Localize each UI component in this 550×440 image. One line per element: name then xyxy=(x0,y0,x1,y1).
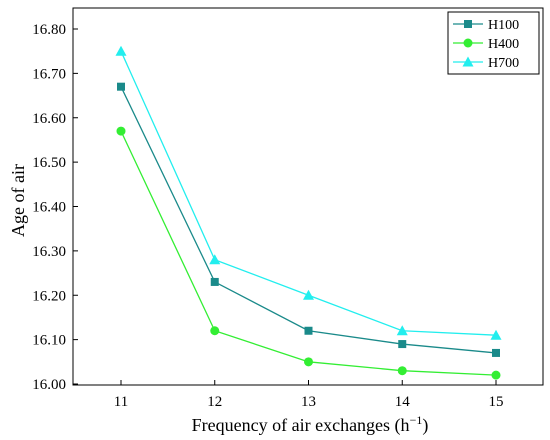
data-point-h100 xyxy=(117,82,125,91)
data-point-h400 xyxy=(491,370,501,380)
data-point-h700 xyxy=(396,325,408,336)
y-tick-label: 16.50 xyxy=(32,155,66,171)
y-axis-title: Age of air xyxy=(8,164,28,237)
data-point-h100 xyxy=(304,326,313,335)
x-axis-title-superscript: −1 xyxy=(410,413,423,427)
data-point-h700 xyxy=(115,45,127,56)
series-line-h400 xyxy=(120,130,497,376)
x-tick-label: 13 xyxy=(301,394,316,410)
data-point-h100 xyxy=(210,277,219,286)
data-point-h700 xyxy=(209,254,221,265)
data-point-h100 xyxy=(398,340,407,349)
y-tick-label: 16.00 xyxy=(32,377,66,393)
y-tick-label: 16.20 xyxy=(32,288,66,304)
y-axis: 16.00 16.10 16.20 16.30 16.40 16.50 16.60 16.70… xyxy=(32,22,78,393)
data-point-h400 xyxy=(116,126,126,136)
y-tick-label: 16.80 xyxy=(32,22,66,38)
y-tick-label: 16.70 xyxy=(32,66,66,82)
data-point-h400 xyxy=(210,326,220,336)
x-axis: 11 12 13 14 15 xyxy=(114,380,504,410)
x-axis-title: Frequency of air exchanges (h−1) xyxy=(192,413,429,436)
y-tick-label: 16.30 xyxy=(32,244,66,260)
y-tick-label: 16.10 xyxy=(32,333,66,349)
series-line-h100 xyxy=(120,86,497,354)
data-point-h400 xyxy=(304,357,313,367)
data-point-h100 xyxy=(492,348,500,357)
legend-marker-h400 xyxy=(463,38,473,48)
y-tick-label: 16.60 xyxy=(32,111,66,127)
data-point-h700 xyxy=(490,329,502,340)
legend-marker-h700 xyxy=(462,56,474,67)
data-point-h400 xyxy=(397,366,407,376)
data-point-h700 xyxy=(303,289,314,300)
x-tick-label: 15 xyxy=(489,394,504,410)
x-tick-label: 14 xyxy=(395,394,411,410)
x-tick-label: 12 xyxy=(207,394,222,410)
x-axis-title-suffix: ) xyxy=(422,415,428,436)
legend: H100 H400 H700 xyxy=(447,11,540,75)
legend-label-h400: H400 xyxy=(488,37,519,52)
x-axis-title-main: Frequency of air exchanges (h xyxy=(192,415,410,436)
y-tick-label: 16.40 xyxy=(32,200,66,216)
x-tick-label: 11 xyxy=(114,394,128,410)
legend-label-h100: H100 xyxy=(488,18,519,33)
series-layer xyxy=(115,45,502,380)
legend-marker-h100 xyxy=(464,20,472,28)
legend-label-h700: H700 xyxy=(488,56,519,71)
